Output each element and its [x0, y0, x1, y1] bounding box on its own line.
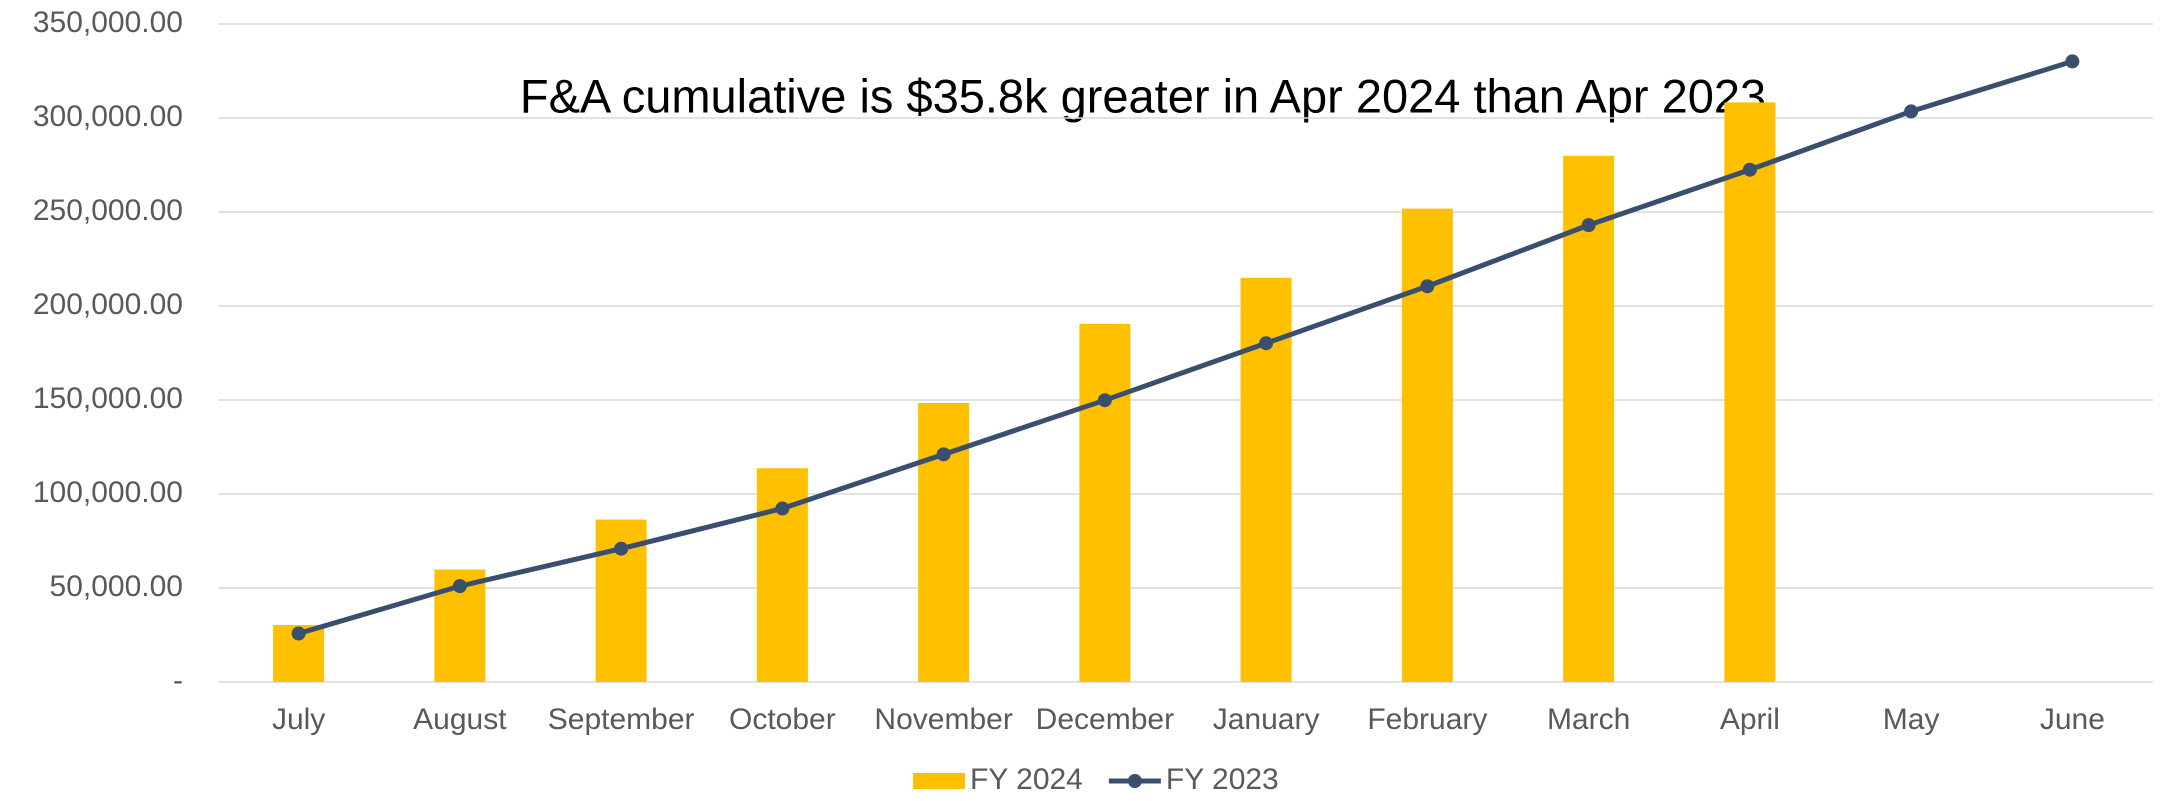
legend-marker	[1127, 774, 1142, 788]
marker	[2065, 54, 2080, 69]
x-tick-label: January	[1213, 703, 1320, 736]
y-tick-label: 150,000.00	[33, 382, 183, 415]
y-tick-label: 250,000.00	[33, 194, 183, 227]
x-tick-label: July	[272, 703, 325, 736]
marker	[1581, 218, 1596, 233]
y-tick-label: -	[173, 664, 183, 697]
bar	[1563, 155, 1615, 683]
line	[297, 59, 2074, 636]
marker	[614, 541, 629, 556]
x-tick-label: May	[1883, 703, 1940, 736]
legend-swatch	[913, 773, 965, 789]
x-tick-label: August	[413, 703, 507, 736]
marker	[1904, 104, 1919, 119]
x-tick-label: February	[1367, 703, 1487, 736]
bar	[1079, 323, 1131, 682]
marker	[1259, 336, 1274, 351]
y-tick-label: 350,000.00	[33, 6, 183, 39]
marker	[452, 579, 467, 594]
marker	[1097, 393, 1112, 408]
x-tick-label: June	[2040, 703, 2105, 736]
annotation: F&A cumulative is $35.8k greater in Apr …	[520, 69, 1766, 122]
x-tick-label: September	[548, 703, 695, 736]
bar	[918, 403, 970, 682]
x-tick-label: December	[1036, 703, 1174, 736]
legend-label: FY 2024	[970, 763, 1083, 796]
x-tick-label: April	[1720, 703, 1780, 736]
y-tick-label: 100,000.00	[33, 476, 183, 509]
marker	[775, 501, 790, 516]
y-tick-label: 200,000.00	[33, 288, 183, 321]
x-tick-label: November	[874, 703, 1012, 736]
marker	[291, 626, 306, 641]
x-tick-label: October	[729, 703, 836, 736]
y-tick-label: 300,000.00	[33, 100, 183, 133]
marker	[1420, 279, 1435, 294]
marker	[936, 447, 951, 462]
legend-label: FY 2023	[1166, 763, 1279, 796]
marker	[1742, 162, 1757, 177]
x-tick-label: March	[1547, 703, 1630, 736]
bar	[1724, 102, 1776, 682]
y-tick-label: 50,000.00	[50, 570, 183, 603]
